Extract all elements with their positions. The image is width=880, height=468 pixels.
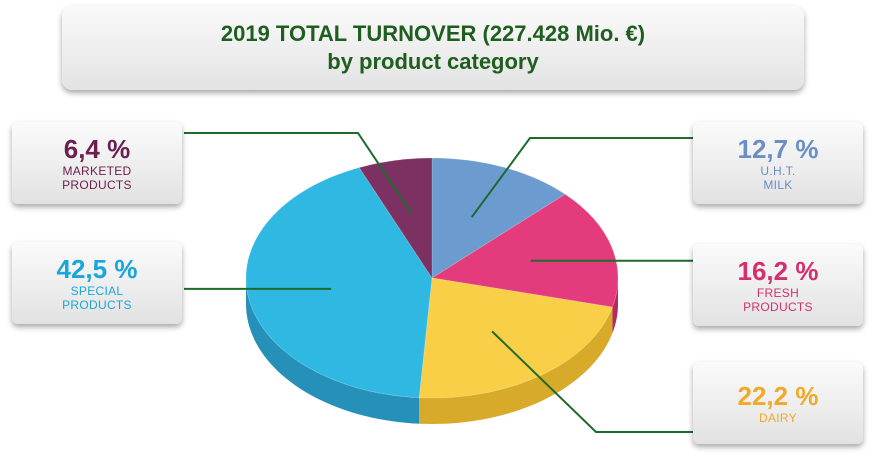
pie-side-special: [246, 278, 420, 424]
pie-side-dairy: [419, 307, 613, 424]
pie-slice-dairy: [418, 277, 614, 399]
chart-title-line2: by product category: [327, 49, 539, 74]
leader-line-marketed: [184, 132, 413, 214]
slice-label-marketed-category-2: PRODUCTS: [62, 178, 132, 192]
slice-label-fresh-category-2: PRODUCTS: [743, 300, 813, 314]
pie-slice-uht: [431, 157, 567, 279]
slice-label-uht-category-1: U.H.T.: [760, 164, 796, 178]
pie-slice-fresh: [430, 193, 619, 308]
slice-label-uht-percent: 12,7 %: [737, 134, 819, 164]
label-box-uht: 12,7 % U.H.T. MILK: [693, 122, 863, 204]
pie-side-fresh: [612, 278, 618, 334]
pie-slice-special: [245, 166, 433, 399]
label-box-marketed: 6,4 % MARKETED PRODUCTS: [12, 122, 182, 204]
label-box-special: 42,5 % SPECIAL PRODUCTS: [12, 242, 182, 324]
pie-slice-marketed: [358, 157, 433, 280]
leader-line-dairy: [491, 330, 693, 433]
slice-label-uht-category-2: MILK: [763, 178, 793, 192]
slice-label-marketed-category-1: MARKETED: [62, 164, 132, 178]
leader-lines: [184, 132, 693, 433]
leader-line-uht: [470, 137, 693, 218]
chart-title: 2019 TOTAL TURNOVER (227.428 Mio. €) by …: [62, 6, 804, 90]
pie-tops: [245, 157, 619, 399]
slice-label-special-percent: 42,5 %: [56, 254, 138, 284]
slice-label-fresh-category-1: FRESH: [756, 286, 800, 300]
slice-label-marketed-percent: 6,4 %: [63, 134, 131, 164]
chart-title-line1: 2019 TOTAL TURNOVER (227.428 Mio. €): [220, 21, 646, 46]
label-box-fresh: 16,2 % FRESH PRODUCTS: [693, 244, 863, 326]
slice-label-special-category-2: PRODUCTS: [62, 298, 132, 312]
label-box-dairy: 22,2 % DAIRY: [693, 362, 863, 444]
slice-label-dairy-category-1: DAIRY: [759, 411, 797, 425]
slice-label-special-category-1: SPECIAL: [70, 284, 124, 298]
slice-label-dairy-percent: 22,2 %: [737, 381, 819, 411]
pie-sides: [246, 278, 618, 424]
slice-label-fresh-percent: 16,2 %: [737, 256, 819, 286]
